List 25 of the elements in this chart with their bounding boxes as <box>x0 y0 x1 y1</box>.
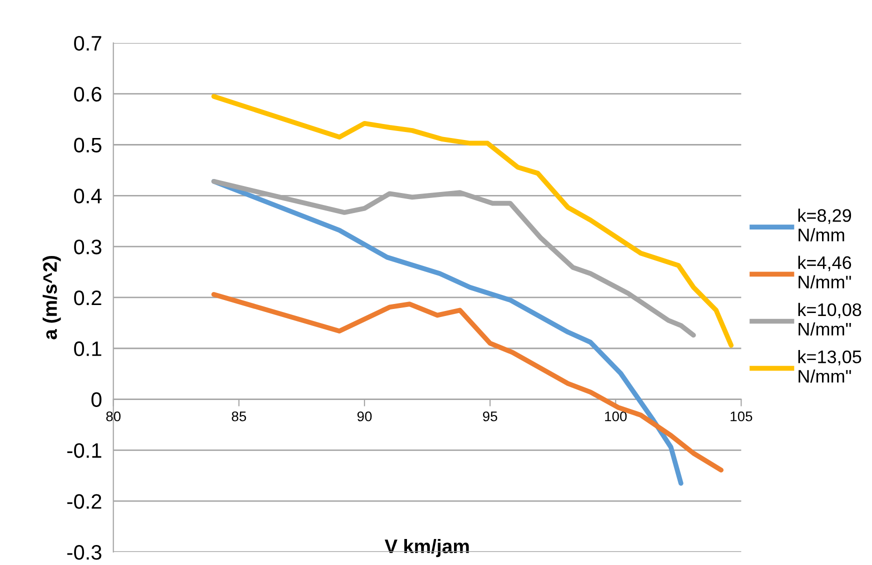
x-tick-label: 80 <box>106 411 121 422</box>
y-tick-label: 0.2 <box>74 290 102 306</box>
legend-label: k=8,29 N/mm <box>798 208 852 242</box>
legend-label: k=10,08 N/mm" <box>798 302 862 336</box>
y-tick-label: 0.5 <box>74 138 102 153</box>
line-series <box>211 94 734 348</box>
x-tick-label: 95 <box>482 411 498 422</box>
y-tick-label: 0 <box>91 392 102 408</box>
y-tick-label: 0.6 <box>74 86 102 102</box>
x-tick-label: 85 <box>232 411 246 422</box>
y-tick-label: 0.7 <box>74 36 102 51</box>
x-axis-title: V km/jam <box>384 538 469 558</box>
y-tick-label: 0.4 <box>74 188 102 204</box>
y-axis-title: a (m/s^2) <box>42 256 61 340</box>
y-tick-label: -0.2 <box>67 494 102 509</box>
y-tick-label: 0.1 <box>74 341 102 356</box>
y-tick-label: -0.3 <box>67 545 102 560</box>
legend-label: k=13,05 N/mm" <box>798 350 862 383</box>
y-tick-label: -0.1 <box>67 443 102 458</box>
y-tick-label: 0.3 <box>74 240 102 254</box>
x-tick-label: 105 <box>730 411 752 422</box>
x-tick-label: 100 <box>605 411 627 422</box>
line-series <box>211 292 724 472</box>
x-tick-label: 90 <box>357 411 372 422</box>
legend-label: k=4,46 N/mm" <box>798 256 852 288</box>
